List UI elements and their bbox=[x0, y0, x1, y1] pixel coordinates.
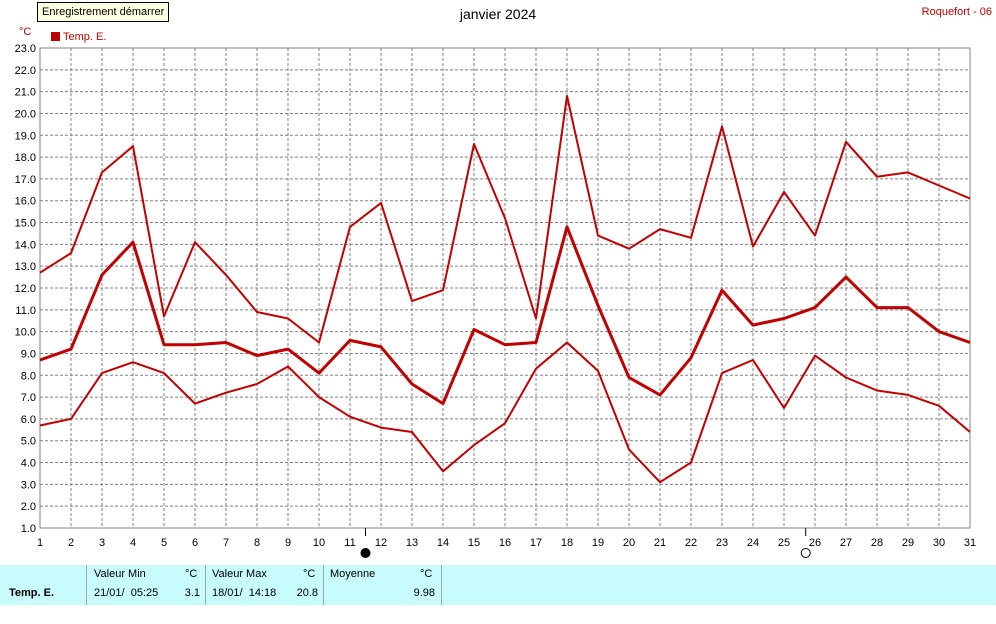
x-tick-label: 24 bbox=[747, 537, 759, 549]
x-tick-label: 17 bbox=[530, 537, 542, 549]
y-tick-label: 14.0 bbox=[15, 239, 36, 251]
y-axis-tick-labels: 1.0 2.0 3.0 4.0 5.0 6.0 7.0 8.0 9.0 10.0 11.0 12.0 1… bbox=[15, 43, 36, 535]
x-tick-label: 20 bbox=[623, 537, 635, 549]
chart-title: janvier 2024 bbox=[459, 6, 537, 22]
x-tick-label: 30 bbox=[933, 537, 945, 549]
y-tick-label: 10.0 bbox=[15, 327, 36, 339]
x-tick-label: 3 bbox=[99, 537, 105, 549]
y-tick-label: 20.0 bbox=[15, 108, 36, 120]
y-tick-label: 15.0 bbox=[15, 218, 36, 230]
y-tick-label: 17.0 bbox=[15, 174, 36, 186]
chart-grid bbox=[39, 47, 971, 529]
temperature-chart: 1.0 2.0 3.0 4.0 5.0 6.0 7.0 8.0 9.0 10.0 11.0 12.0 1… bbox=[15, 43, 976, 558]
y-tick-label: 18.0 bbox=[15, 152, 36, 164]
average-value: 9.98 bbox=[413, 587, 435, 599]
y-tick-label: 16.0 bbox=[15, 196, 36, 208]
min-label: Valeur Min bbox=[94, 568, 146, 580]
legend-label: Temp. E. bbox=[63, 31, 107, 43]
summary-divider bbox=[441, 565, 442, 605]
station-name: Roquefort - 06 bbox=[921, 6, 992, 18]
average-label: Moyenne bbox=[330, 568, 376, 580]
summary-divider bbox=[323, 565, 324, 605]
y-axis-unit: °C bbox=[19, 26, 32, 38]
x-tick-label: 25 bbox=[778, 537, 790, 549]
y-tick-label: 7.0 bbox=[21, 392, 36, 404]
y-tick-label: 8.0 bbox=[21, 370, 36, 382]
x-tick-label: 26 bbox=[809, 537, 821, 549]
x-tick-label: 16 bbox=[499, 537, 511, 549]
series-line-max bbox=[39, 95, 971, 344]
full-moon-icon bbox=[800, 548, 811, 558]
start-recording-button[interactable]: Enregistrement démarrer bbox=[37, 2, 170, 22]
max-value: 20.8 bbox=[296, 587, 318, 599]
max-label: Valeur Max bbox=[212, 568, 267, 580]
summary-panel: Temp. E. Valeur Min °C 21/01/ 05:25 3.1 … bbox=[0, 565, 996, 605]
y-tick-label: 4.0 bbox=[21, 458, 36, 470]
y-tick-label: 19.0 bbox=[15, 130, 36, 142]
y-tick-label: 2.0 bbox=[21, 501, 36, 513]
summary-divider bbox=[86, 565, 87, 605]
y-tick-label: 23.0 bbox=[15, 43, 36, 55]
y-tick-label: 9.0 bbox=[21, 348, 36, 360]
x-tick-label: 18 bbox=[561, 537, 573, 549]
x-tick-label: 27 bbox=[840, 537, 852, 549]
y-tick-label: 5.0 bbox=[21, 436, 36, 448]
x-tick-label: 28 bbox=[871, 537, 883, 549]
x-tick-label: 23 bbox=[716, 537, 728, 549]
y-tick-label: 21.0 bbox=[15, 87, 36, 99]
y-tick-label: 13.0 bbox=[15, 261, 36, 273]
summary-divider bbox=[205, 565, 206, 605]
x-tick-label: 6 bbox=[192, 537, 198, 549]
y-tick-label: 3.0 bbox=[21, 479, 36, 491]
average-unit: °C bbox=[420, 568, 433, 580]
min-value: 3.1 bbox=[184, 587, 200, 599]
x-tick-label: 5 bbox=[161, 537, 167, 549]
y-tick-label: 6.0 bbox=[21, 414, 36, 426]
series-lines bbox=[39, 95, 971, 484]
series-line-mean bbox=[39, 225, 971, 406]
y-tick-label: 11.0 bbox=[15, 305, 36, 317]
x-tick-label: 13 bbox=[406, 537, 418, 549]
x-tick-label: 9 bbox=[285, 537, 291, 549]
x-tick-label: 11 bbox=[344, 537, 355, 549]
series-line-min bbox=[39, 341, 971, 484]
x-tick-label: 2 bbox=[68, 537, 74, 549]
y-tick-label: 22.0 bbox=[15, 65, 36, 77]
x-tick-label: 19 bbox=[592, 537, 604, 549]
x-axis-tick-labels: 1 2 3 4 5 6 7 8 9 10 11 12 13 14 15 16 17 18 19 20 21 22 23 24 2… bbox=[37, 537, 976, 549]
y-tick-label: 12.0 bbox=[15, 283, 36, 295]
legend: Temp. E. bbox=[51, 31, 106, 43]
min-unit: °C bbox=[185, 568, 198, 580]
legend-swatch bbox=[51, 32, 60, 41]
x-tick-label: 29 bbox=[902, 537, 914, 549]
min-date: 21/01/ 05:25 bbox=[94, 587, 159, 599]
max-date: 18/01/ 14:18 bbox=[212, 587, 277, 599]
max-unit: °C bbox=[303, 568, 316, 580]
moon-phase-markers bbox=[360, 528, 811, 558]
x-tick-label: 15 bbox=[468, 537, 480, 549]
x-tick-label: 4 bbox=[130, 537, 136, 549]
x-tick-label: 8 bbox=[254, 537, 260, 549]
x-tick-label: 14 bbox=[437, 537, 449, 549]
x-tick-label: 10 bbox=[313, 537, 325, 549]
x-tick-label: 31 bbox=[964, 537, 976, 549]
x-tick-label: 12 bbox=[375, 537, 387, 549]
x-tick-label: 7 bbox=[223, 537, 229, 549]
y-tick-label: 1.0 bbox=[21, 523, 36, 535]
x-tick-label: 1 bbox=[37, 537, 43, 549]
new-moon-icon bbox=[360, 548, 371, 558]
x-tick-label: 21 bbox=[654, 537, 666, 549]
x-tick-label: 22 bbox=[685, 537, 697, 549]
summary-series-label: Temp. E. bbox=[9, 587, 55, 599]
